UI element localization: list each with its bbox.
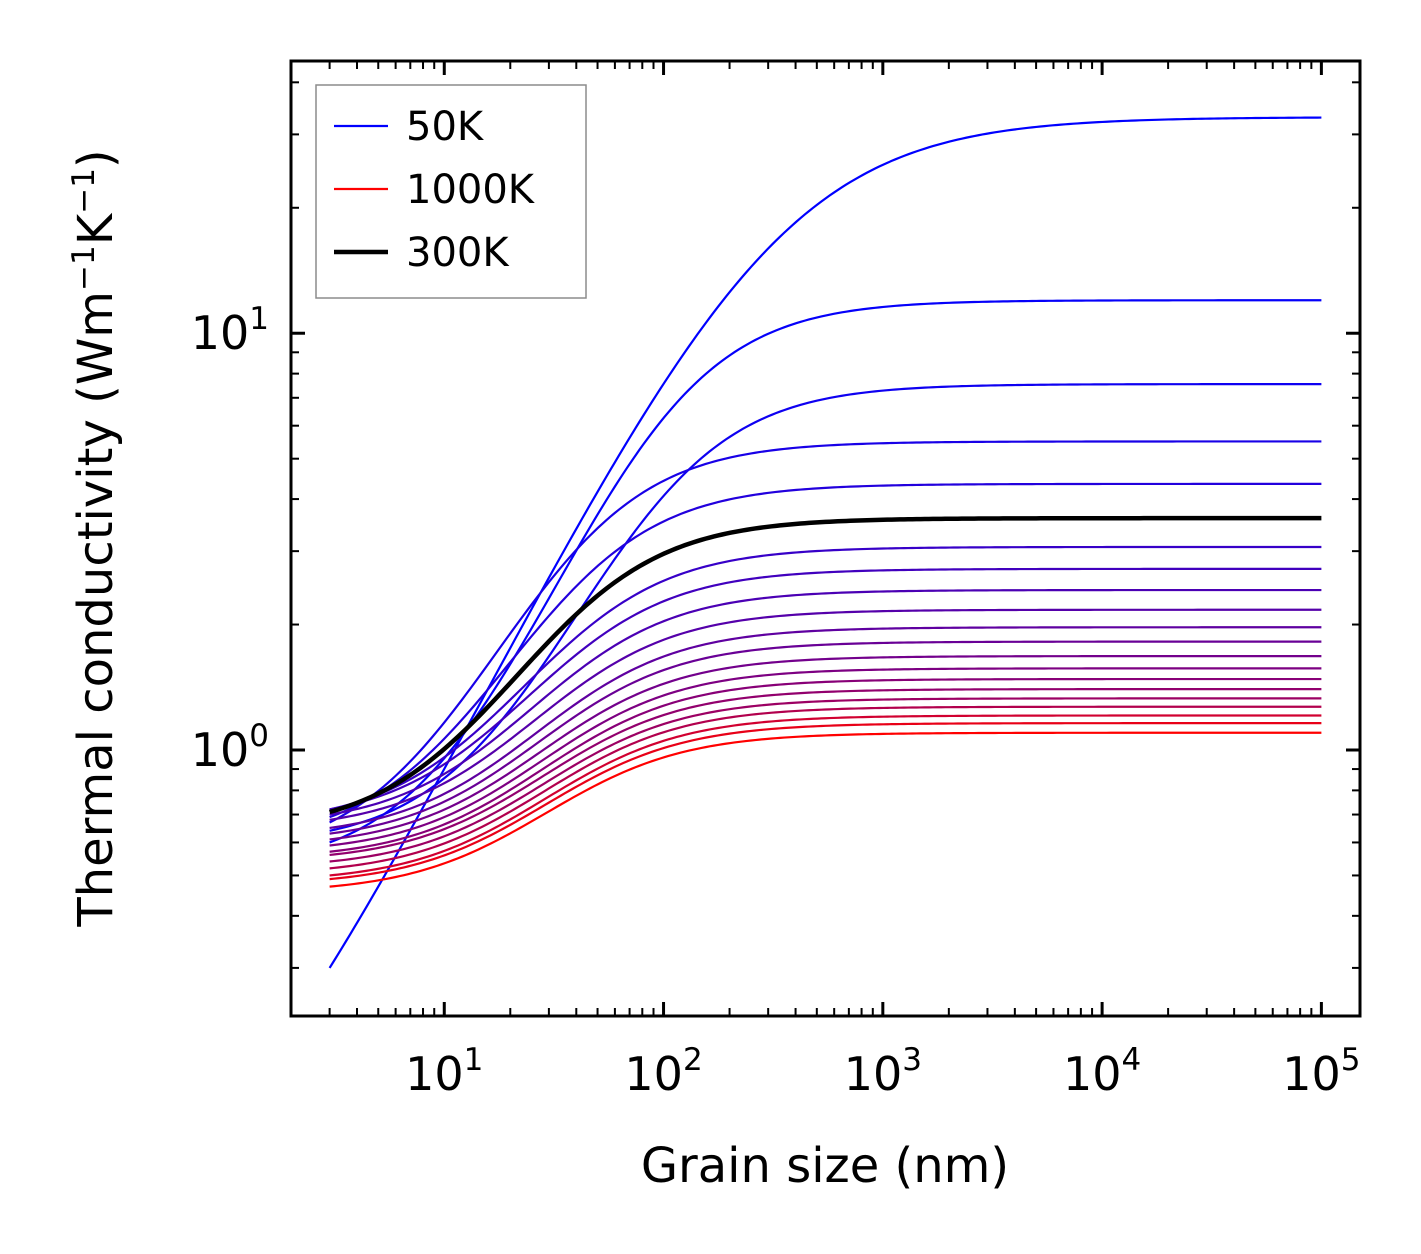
series-line-650K: [329, 655, 1322, 841]
series-line-750K: [329, 677, 1322, 853]
x-tick-label-exp: 1: [464, 1042, 484, 1078]
x-tick-label: 103: [844, 1042, 922, 1101]
y-tick-label-exp: 1: [249, 301, 269, 337]
series-line-800K: [329, 688, 1322, 857]
series-line-950K: [329, 714, 1322, 877]
plot-frame: [289, 59, 1362, 1018]
series-line-900K: [329, 705, 1322, 870]
y-axis-label-close: ): [68, 149, 124, 168]
legend-frame: [315, 84, 587, 299]
x-tick-label-base: 10: [1063, 1047, 1122, 1101]
y-tick-label: 100: [191, 718, 269, 777]
y-axis-label-exp2: −1: [66, 168, 102, 214]
series-line-1000K: [329, 731, 1322, 888]
series-line-400K: [329, 567, 1322, 811]
x-tick-label: 101: [405, 1042, 483, 1101]
y-axis-label-exp1: −1: [66, 245, 102, 291]
series-line-700K: [329, 667, 1322, 847]
series-line-300K: [328, 515, 1322, 815]
legend-entries: 50K 1000K 300K: [334, 104, 536, 276]
y-axis-label: Thermal conductivity (Wm−1K−1): [66, 149, 124, 927]
series-line-350K: [329, 545, 1322, 811]
series-line-50K: [328, 116, 1322, 969]
series-line-550K: [329, 626, 1322, 830]
x-tick-label: 102: [624, 1042, 702, 1101]
y-tick-label-exp: 0: [249, 718, 269, 754]
legend: 50K 1000K 300K: [315, 84, 587, 299]
series-line-600K: [329, 640, 1322, 835]
series-line-450K: [329, 588, 1322, 816]
series-line-850K: [329, 697, 1322, 863]
x-tick-label-base: 10: [624, 1047, 683, 1101]
x-tick-label-exp: 2: [683, 1042, 703, 1078]
series-line-250K: [329, 482, 1322, 819]
series-line-500K: [329, 608, 1322, 821]
legend-label-50K: 50K: [406, 104, 485, 150]
series-layer: [328, 116, 1322, 969]
series-line-975K: [329, 722, 1322, 881]
y-axis-label-main: Thermal conductivity (Wm: [68, 291, 124, 928]
x-axis-label: Grain size (nm): [641, 1138, 1009, 1194]
series-line-200K: [329, 440, 1322, 824]
x-tick-label: 104: [1063, 1042, 1141, 1101]
x-tick-label-base: 10: [844, 1047, 903, 1101]
legend-label-1000K: 1000K: [406, 167, 536, 213]
legend-label-300K: 300K: [406, 230, 510, 276]
y-tick-label-base: 10: [191, 306, 250, 360]
x-tick-label-exp: 3: [902, 1042, 922, 1078]
x-tick-label-exp: 5: [1341, 1042, 1361, 1078]
x-tick-label: 105: [1282, 1042, 1360, 1101]
series-line-100K: [329, 299, 1322, 844]
x-tick-label-base: 10: [1282, 1047, 1341, 1101]
x-tick-label-base: 10: [405, 1047, 464, 1101]
y-tick-label: 101: [191, 301, 269, 360]
series-line-150K: [329, 383, 1322, 832]
y-tick-label-base: 10: [191, 723, 250, 777]
y-axis-label-mid: K: [68, 212, 124, 245]
x-tick-label-exp: 4: [1122, 1042, 1142, 1078]
